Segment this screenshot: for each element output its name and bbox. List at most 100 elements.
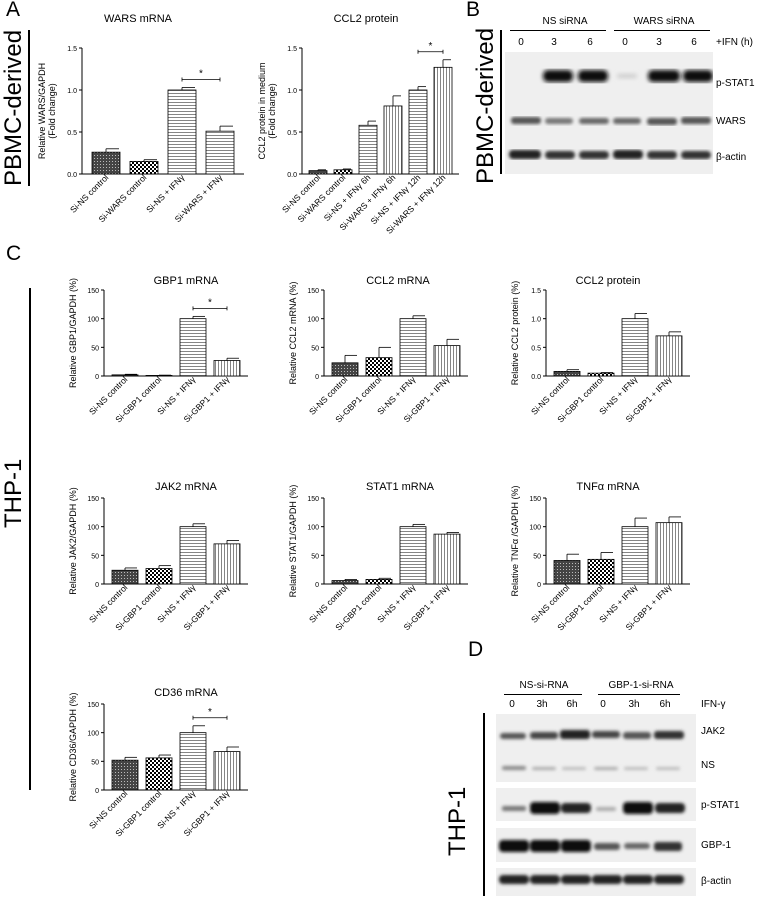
- y-tick-label: 0: [95, 582, 99, 589]
- y-tick-label: 150: [529, 496, 541, 503]
- band: [502, 766, 526, 770]
- blot-d-lane-4: 0: [600, 699, 606, 710]
- chart-title: JAK2 mRNA: [155, 481, 217, 493]
- chart-tnfa_mrna: TNFα mRNA 0 50 100 150 Relative TNFα /GAPDH (…: [510, 481, 690, 633]
- blot-d-label-pstat1: p-STAT1: [701, 800, 740, 811]
- blot-b-lane-6: 6: [691, 37, 697, 48]
- y-axis-label: Relative GBP1/GAPDH (%): [68, 278, 78, 388]
- band: [502, 806, 526, 811]
- bar: [621, 318, 649, 377]
- band: [545, 151, 575, 159]
- y-tick-label: 0.0: [67, 172, 77, 179]
- panel-letter-b: B: [466, 0, 481, 21]
- chart-title: TNFα mRNA: [576, 481, 640, 493]
- blot-d-label-ns: NS: [701, 760, 715, 771]
- bar: [179, 526, 207, 585]
- band: [654, 842, 682, 851]
- significance-label: *: [429, 41, 433, 52]
- band: [656, 767, 680, 770]
- band: [654, 875, 684, 884]
- blot-b-lane-4: 0: [622, 37, 628, 48]
- band: [560, 730, 590, 739]
- bar: [213, 751, 241, 791]
- band: [683, 70, 713, 82]
- bar: [358, 124, 378, 175]
- band: [545, 118, 573, 124]
- chart-gbp1_mrna: GBP1 mRNA 0 50 100 150 Relative GBP1/GAPDH (%…: [68, 275, 248, 425]
- bar: [587, 372, 615, 377]
- y-tick-label: 50: [91, 345, 99, 352]
- blot-d-lane-2: 3h: [536, 699, 548, 710]
- y-axis-label: Relative JAK2/GAPDH (%): [68, 487, 78, 595]
- y-tick-label: 0: [95, 374, 99, 381]
- y-tick-label: 100: [307, 317, 319, 324]
- band: [500, 733, 526, 739]
- y-tick-label: 0.5: [531, 345, 541, 352]
- y-tick-label: 50: [311, 345, 319, 352]
- band: [530, 802, 560, 814]
- blot-b-label-pstat1: p-STAT1: [716, 78, 755, 89]
- significance-label: *: [208, 297, 212, 308]
- blot-b-group-line-wars: [614, 30, 710, 31]
- bar: [383, 105, 403, 175]
- band: [624, 767, 648, 770]
- band: [530, 840, 560, 852]
- y-tick-label: 1.0: [287, 88, 297, 95]
- y-axis-label: (Fold change): [267, 83, 277, 139]
- panel-letter-c: C: [6, 242, 22, 265]
- y-tick-label: 50: [91, 759, 99, 766]
- bar: [331, 362, 359, 377]
- blot-d-treatment-label: IFN-γ: [701, 699, 726, 710]
- band: [530, 732, 558, 739]
- blot-b-lane-5: 3: [656, 37, 662, 48]
- blot-b-treatment-label: +IFN (h): [716, 37, 753, 48]
- panel-letter-d: D: [468, 638, 484, 661]
- blot-b-group-line-ns: [510, 30, 606, 31]
- band: [499, 840, 529, 852]
- band: [543, 70, 573, 82]
- panel-b-divider: [500, 30, 502, 174]
- panel-letter-a: A: [6, 0, 21, 21]
- y-axis-label: Relative STAT1/GAPDH (%): [288, 485, 298, 598]
- chart-title: STAT1 mRNA: [366, 481, 435, 493]
- bar: [553, 371, 581, 377]
- bar: [205, 130, 235, 175]
- band: [594, 843, 620, 850]
- significance-label: *: [199, 68, 203, 79]
- y-tick-label: 100: [87, 317, 99, 324]
- y-tick-label: 150: [87, 702, 99, 709]
- bar: [399, 526, 427, 585]
- y-tick-label: 150: [87, 288, 99, 295]
- blot-d-group-gbp1: GBP-1-si-RNA: [608, 680, 674, 691]
- blot-d-bands: [499, 730, 685, 884]
- band-row-pstat1: [543, 70, 713, 82]
- chart-ccl2_protein_c: CCL2 protein 0.0 0.5 1.0 1.5 Relative CCL2 pr…: [510, 275, 690, 425]
- blot-d-lane-3: 6h: [566, 699, 578, 710]
- blot-d-label-actin: β-actin: [701, 876, 732, 887]
- blot-b-lane-1: 0: [518, 37, 524, 48]
- bar: [111, 374, 139, 377]
- blot-b-label-actin: β-actin: [716, 152, 747, 163]
- significance-label: *: [208, 707, 212, 718]
- band: [532, 767, 556, 770]
- bar: [167, 89, 197, 175]
- chart-title: CCL2 protein: [334, 13, 399, 25]
- y-axis-label: (Fold change): [47, 83, 57, 139]
- y-tick-label: 0: [95, 788, 99, 795]
- bar: [308, 170, 328, 175]
- y-tick-label: 100: [87, 731, 99, 738]
- panel-d-divider: [483, 713, 485, 896]
- y-tick-label: 50: [311, 553, 319, 560]
- bar: [587, 558, 615, 585]
- band: [499, 875, 529, 884]
- bar: [213, 360, 241, 377]
- band: [594, 767, 618, 770]
- y-tick-label: 150: [307, 496, 319, 503]
- band: [624, 843, 650, 849]
- bar: [111, 759, 139, 791]
- blot-b-lane-3: 6: [587, 37, 593, 48]
- band: [647, 151, 677, 159]
- blot-b-bands: [509, 70, 713, 159]
- panel-c-divider: [29, 288, 31, 790]
- band: [578, 70, 608, 82]
